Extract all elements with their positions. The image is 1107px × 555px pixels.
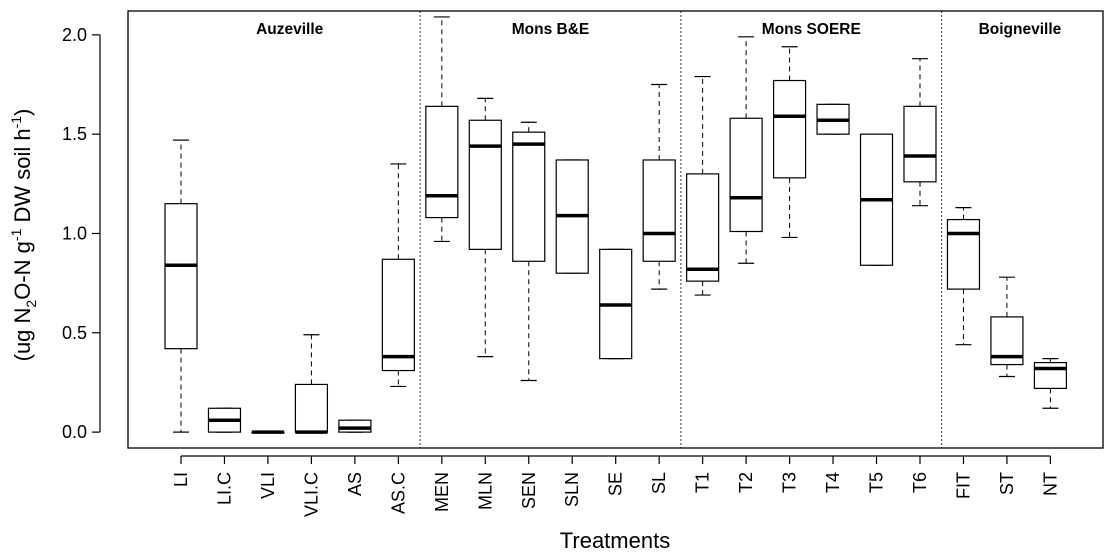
box-LI bbox=[164, 203, 198, 350]
x-tick-label-T3: T3 bbox=[780, 472, 800, 493]
group-label-2: Mons SOERE bbox=[762, 21, 861, 38]
x-axis-title: Treatments bbox=[560, 528, 670, 553]
x-tick-label-T2: T2 bbox=[736, 472, 756, 493]
box-T1 bbox=[686, 173, 720, 282]
group-label-1: Mons B&E bbox=[512, 21, 590, 38]
box-T2 bbox=[729, 117, 763, 233]
y-tick-label: 0.5 bbox=[62, 323, 87, 343]
x-tick-label-FIT: FIT bbox=[953, 472, 973, 499]
y-axis-title-part: 2 bbox=[23, 300, 39, 308]
box-AS.C bbox=[381, 258, 415, 372]
x-tick-label-T1: T1 bbox=[693, 472, 713, 493]
y-axis-title-part: -1 bbox=[8, 228, 24, 241]
x-tick-label-NT: NT bbox=[1040, 472, 1060, 496]
y-axis-title-part: ) bbox=[10, 109, 35, 116]
box-SL bbox=[642, 159, 676, 262]
box-T3 bbox=[772, 79, 807, 179]
group-label-3: Boigneville bbox=[979, 21, 1062, 38]
plot-frame bbox=[127, 10, 1104, 449]
x-tick-label-MLN: MLN bbox=[475, 472, 495, 510]
box-SEN bbox=[512, 131, 546, 262]
y-axis-title: (ug N2O-N g-1 DW soil h-1) bbox=[8, 109, 39, 362]
x-tick-label-LI.C: LI.C bbox=[214, 472, 234, 505]
y-tick-label: 0.0 bbox=[62, 422, 87, 442]
x-tick-label-VLI.C: VLI.C bbox=[301, 472, 321, 517]
x-tick-label-T4: T4 bbox=[823, 472, 843, 493]
box-FIT bbox=[946, 218, 981, 290]
y-axis-title-part: DW soil h bbox=[10, 128, 35, 228]
box-VLI.C bbox=[294, 383, 329, 433]
x-tick-label-SLN: SLN bbox=[562, 472, 582, 507]
x-tick-label-T6: T6 bbox=[910, 472, 930, 493]
group-label-0: Auzeville bbox=[256, 21, 324, 38]
x-tick-label-SEN: SEN bbox=[519, 472, 539, 509]
x-tick-label-ST: ST bbox=[997, 472, 1017, 495]
box-MEN bbox=[425, 105, 459, 219]
x-tick-label-LI: LI bbox=[171, 472, 191, 487]
y-axis-title-part: -1 bbox=[8, 116, 24, 129]
box-T6 bbox=[903, 105, 937, 183]
y-tick-label: 2.0 bbox=[62, 25, 87, 45]
x-tick-label-T5: T5 bbox=[867, 472, 887, 493]
x-tick-label-SL: SL bbox=[649, 472, 669, 494]
y-axis-title-part: O-N g bbox=[10, 241, 35, 300]
x-tick-label-SE: SE bbox=[606, 472, 626, 496]
y-axis-title-part: (ug N bbox=[10, 308, 35, 362]
y-tick-label: 1.5 bbox=[62, 124, 87, 144]
box-AS bbox=[338, 419, 372, 433]
y-tick-label: 1.0 bbox=[62, 223, 87, 243]
x-tick-label-AS: AS bbox=[345, 472, 365, 496]
box-MLN bbox=[468, 119, 502, 250]
x-tick-label-MEN: MEN bbox=[432, 472, 452, 512]
x-tick-label-VLI: VLI bbox=[258, 472, 278, 499]
x-tick-label-AS.C: AS.C bbox=[388, 472, 408, 514]
box-NT bbox=[1033, 361, 1068, 390]
